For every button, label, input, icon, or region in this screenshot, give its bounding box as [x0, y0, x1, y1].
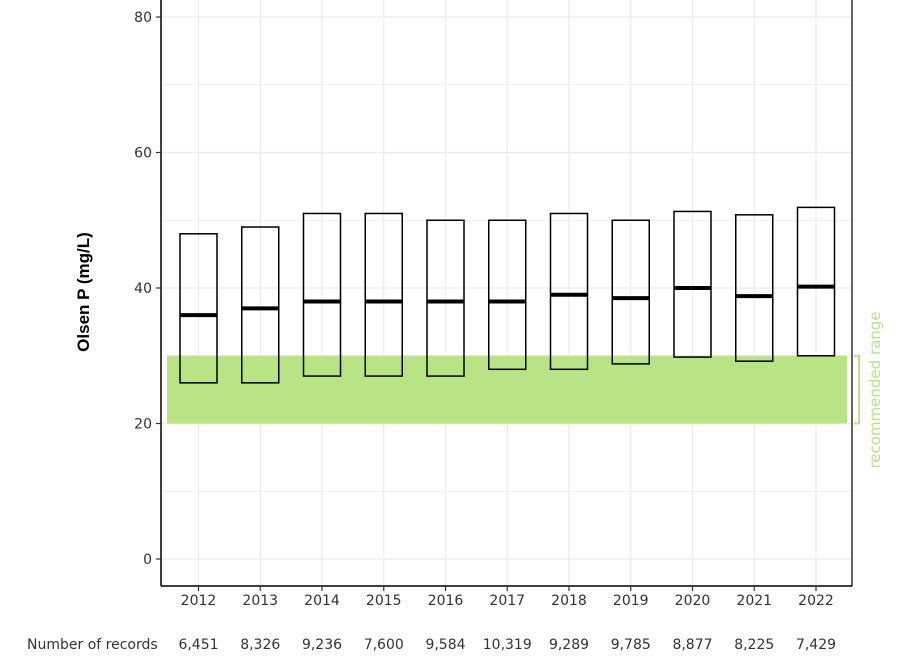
x-tick-label: 2021	[736, 593, 772, 609]
axis-labels: 0 20 40 60 80 2012 6,451 2013 8,326 2014 9,236 2015…	[134, 10, 836, 653]
box-2014	[302, 212, 342, 377]
record-count: 9,236	[302, 637, 342, 653]
records-row-label: Number of records	[27, 637, 158, 653]
x-tick-label: 2015	[366, 593, 402, 609]
x-tick-label: 2014	[304, 593, 340, 609]
y-tick-label: 0	[143, 552, 152, 568]
box-2022	[796, 206, 836, 357]
record-count: 9,584	[425, 637, 465, 653]
y-tick-label: 20	[134, 417, 152, 433]
record-count: 6,451	[178, 637, 218, 653]
x-tick-label: 2020	[675, 593, 711, 609]
box-series	[179, 206, 836, 384]
recommended-range-label: recommended range	[866, 311, 884, 468]
record-count: 7,429	[796, 637, 836, 653]
recommended-range-rect	[167, 355, 847, 424]
box-2016	[426, 219, 465, 377]
box-2021	[735, 214, 774, 362]
record-count: 8,326	[240, 637, 280, 653]
x-tick-label: 2012	[181, 593, 217, 609]
record-count: 9,289	[549, 637, 589, 653]
grid-lines	[161, 0, 852, 586]
record-count: 8,225	[734, 637, 774, 653]
x-tick-label: 2013	[242, 593, 278, 609]
record-count: 9,785	[611, 637, 651, 653]
x-tick-label: 2016	[428, 593, 464, 609]
box-2015	[364, 212, 403, 377]
box-2017	[488, 219, 527, 371]
axes	[156, 0, 853, 591]
recommended-range-band	[167, 354, 860, 425]
y-tick-label: 80	[134, 10, 152, 26]
y-axis-title: Olsen P (mg/L)	[74, 232, 93, 352]
y-tick-label: 40	[134, 281, 152, 297]
box-2012	[179, 233, 218, 384]
record-count: 10,319	[483, 637, 532, 653]
x-tick-label: 2018	[551, 593, 587, 609]
box-2018	[549, 212, 589, 371]
x-tick-label: 2022	[798, 593, 834, 609]
record-count: 7,600	[364, 637, 404, 653]
box-2019	[611, 219, 650, 365]
recommended-range-bracket	[854, 354, 860, 425]
box-2013	[241, 226, 280, 384]
record-count: 8,877	[672, 637, 712, 653]
y-tick-label: 60	[134, 146, 152, 162]
x-tick-label: 2019	[613, 593, 649, 609]
x-tick-label: 2017	[489, 593, 525, 609]
box-2020	[673, 210, 712, 358]
